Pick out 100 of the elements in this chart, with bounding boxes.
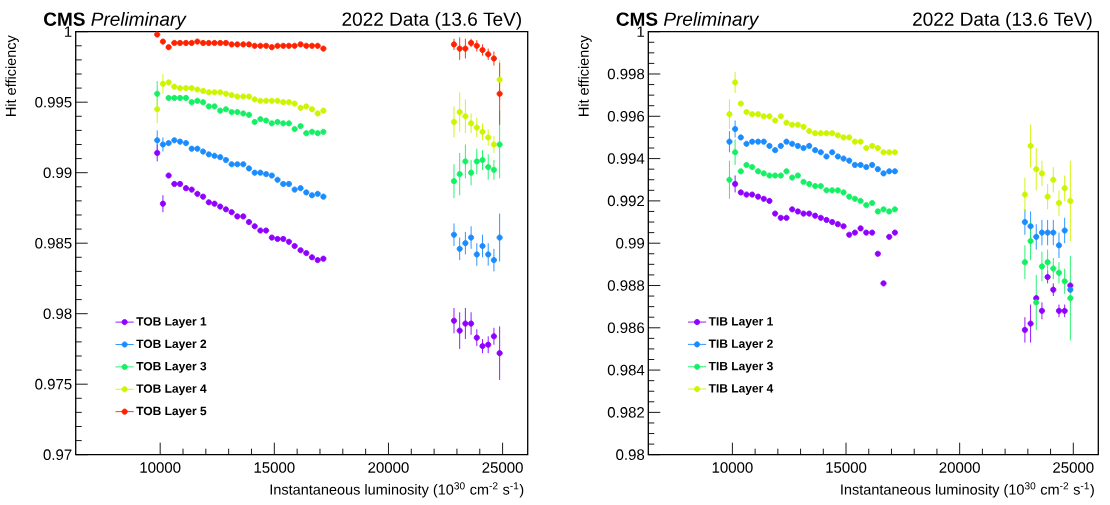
point: [726, 138, 733, 145]
point: [1055, 269, 1063, 276]
point: [450, 118, 458, 125]
x-tick-label: 10000: [140, 462, 181, 473]
point: [456, 327, 463, 334]
point: [462, 113, 469, 120]
y-tick-label: 0.975: [35, 378, 72, 390]
point: [450, 231, 458, 238]
y-tick-label: 0.99: [616, 237, 645, 249]
point: [1021, 191, 1028, 198]
point: [479, 343, 486, 350]
point: [732, 125, 739, 133]
point: [1061, 278, 1068, 285]
point: [1050, 286, 1057, 293]
point: [1021, 326, 1028, 333]
point: [1067, 295, 1074, 302]
point: [732, 79, 739, 86]
point: [732, 180, 739, 188]
point: [479, 242, 486, 250]
point: [1027, 320, 1034, 327]
legend-label: TIB Layer 1: [708, 317, 773, 328]
point: [1033, 166, 1040, 173]
point: [450, 317, 458, 324]
point: [468, 320, 475, 327]
x-axis-title: Instantaneous luminosity (10$^{30}$ cm$^{-2}$ s$^{-1}$): [841, 482, 1094, 498]
point: [1050, 265, 1057, 272]
point: [154, 106, 161, 113]
point: [726, 111, 733, 118]
point: [473, 158, 480, 165]
point: [496, 350, 503, 357]
legend-label: TOB Layer 3: [136, 361, 207, 373]
y-axis-title: Hit efficiency: [5, 35, 19, 116]
point: [496, 141, 503, 148]
point: [485, 164, 492, 171]
point: [1033, 299, 1040, 306]
point: [1044, 229, 1051, 236]
point: [450, 178, 458, 185]
point: [1050, 229, 1057, 236]
point: [1055, 242, 1063, 249]
point: [154, 90, 161, 97]
y-tick-label: 0.996: [607, 110, 645, 122]
y-tick-label: 0.985: [35, 237, 72, 249]
point: [473, 251, 480, 258]
point: [1067, 197, 1074, 204]
y-tick-label: 0.97: [43, 449, 72, 460]
point: [456, 171, 463, 178]
y-tick-label: 0.988: [607, 280, 645, 291]
point: [1055, 199, 1063, 207]
point: [479, 156, 486, 164]
legend-label: TOB Layer 5: [136, 406, 207, 418]
point: [1061, 227, 1068, 234]
y-axis-title: Hit efficiency: [578, 35, 592, 116]
y-tick-label: 0.995: [35, 96, 72, 108]
point: [732, 149, 739, 156]
point: [1021, 218, 1028, 226]
point: [159, 80, 166, 87]
x-tick-label: 20000: [939, 462, 980, 473]
point: [1038, 307, 1045, 314]
point: [1027, 142, 1034, 149]
x-tick-label: 25000: [482, 462, 523, 473]
x-tick-label: 15000: [826, 462, 867, 473]
point: [1027, 223, 1034, 230]
y-tick-label: 0.984: [607, 364, 645, 376]
point: [1038, 170, 1045, 177]
legend-label: TOB Layer 1: [136, 317, 207, 329]
y-tick-label: 0.992: [607, 195, 645, 207]
chart-subtitle: 2022 Data (13.6 TeV): [913, 11, 1092, 30]
point: [462, 320, 469, 327]
x-tick-label: 25000: [1053, 462, 1094, 473]
point: [490, 141, 497, 148]
point: [1050, 176, 1057, 183]
point: [456, 109, 463, 116]
point: [490, 166, 497, 173]
legend-label: TIB Layer 3: [708, 361, 773, 373]
legend-label: TIB Layer 2: [708, 339, 773, 351]
point: [159, 200, 166, 207]
point: [496, 76, 503, 83]
y-tick-label: 0.998: [607, 68, 645, 80]
x-tick-label: 20000: [368, 462, 409, 473]
y-tick-label: 0.994: [607, 153, 645, 164]
point: [468, 234, 475, 241]
point: [154, 149, 161, 156]
y-tick-label: 0.98: [43, 308, 72, 319]
point: [1061, 185, 1068, 192]
point: [490, 333, 497, 340]
point: [496, 234, 503, 241]
point: [1021, 259, 1028, 266]
y-tick-label: 0.99: [43, 167, 72, 178]
point: [473, 334, 480, 341]
point: [1033, 233, 1040, 240]
legend-label: TOB Layer 4: [136, 384, 207, 396]
x-tick-label: 10000: [712, 462, 753, 473]
x-axis-title: Instantaneous luminosity (10$^{30}$ cm$^{-2}$ s$^{-1}$): [270, 482, 524, 498]
point: [1038, 229, 1045, 236]
point: [496, 90, 503, 97]
legend-label: TOB Layer 2: [136, 339, 207, 351]
point: [462, 158, 469, 165]
x-tick-label: 15000: [254, 462, 295, 473]
chart-subtitle: 2022 Data (13.6 TeV): [342, 11, 521, 30]
y-tick-label: 0.982: [607, 407, 645, 418]
